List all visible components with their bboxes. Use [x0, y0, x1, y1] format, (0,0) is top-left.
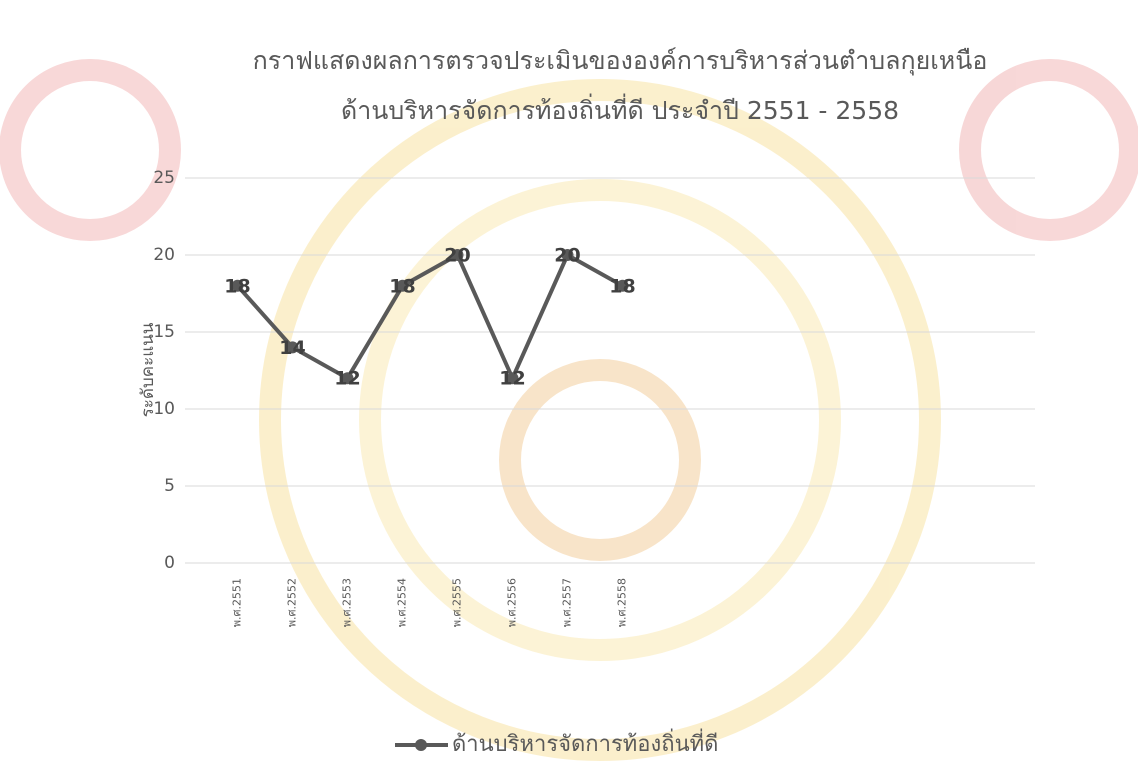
x-tick-label: พ.ศ.2553: [341, 578, 354, 627]
x-tick-label: พ.ศ.2554: [396, 578, 409, 627]
y-tick-label: 5: [164, 476, 175, 496]
x-tick-label: พ.ศ.2552: [286, 578, 299, 627]
data-label: 12: [499, 368, 525, 390]
y-tick-label: 20: [153, 245, 175, 265]
data-label: 18: [389, 275, 415, 297]
chart-title: กราฟแสดงผลการตรวจประเมินขององค์การบริหาร…: [253, 46, 988, 76]
data-label: 20: [554, 245, 580, 267]
data-label: 18: [609, 275, 635, 297]
x-tick-label: พ.ศ.2558: [616, 578, 629, 627]
chart-subtitle: ด้านบริหารจัดการท้องถิ่นที่ดี ประจำปี 25…: [341, 93, 899, 125]
legend-marker: [415, 739, 427, 751]
y-tick-label: 0: [164, 553, 175, 573]
data-label: 20: [444, 245, 470, 267]
data-label: 18: [224, 275, 250, 297]
data-label: 14: [279, 337, 305, 359]
x-tick-label: พ.ศ.2556: [506, 578, 519, 627]
legend-label: ด้านบริหารจัดการท้องถิ่นที่ดี: [452, 728, 718, 757]
y-tick-label: 10: [153, 399, 175, 419]
x-tick-label: พ.ศ.2555: [451, 578, 464, 627]
data-label: 12: [334, 368, 360, 390]
chart: กราฟแสดงผลการตรวจประเมินขององค์การบริหาร…: [0, 0, 1138, 778]
y-tick-label: 25: [153, 168, 175, 188]
watermark: [10, 70, 1130, 750]
x-tick-label: พ.ศ.2551: [231, 578, 244, 627]
x-tick-label: พ.ศ.2557: [561, 578, 574, 627]
y-tick-label: 15: [153, 322, 175, 342]
